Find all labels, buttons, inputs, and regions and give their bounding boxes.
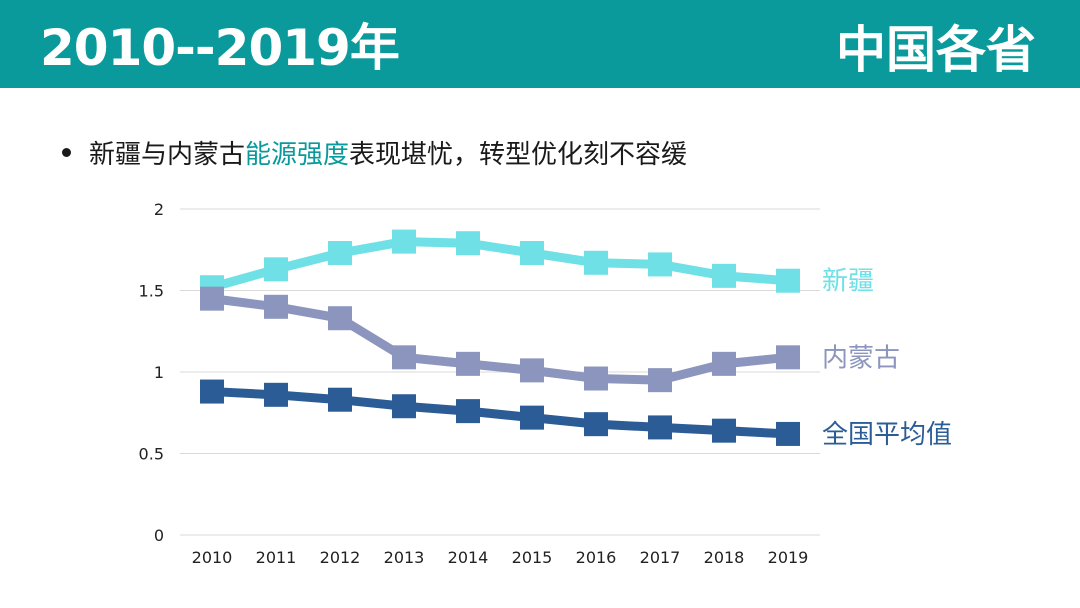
data-point [648, 368, 672, 393]
x-tick-label: 2013 [384, 548, 425, 567]
data-point [392, 229, 416, 254]
x-tick-label: 2014 [448, 548, 489, 567]
data-point [712, 351, 736, 376]
data-point [776, 345, 800, 370]
bullet-text-after: 表现堪忧，转型优化刻不容缓 [349, 140, 688, 170]
x-tick-label: 2015 [512, 548, 553, 567]
bullet-icon [62, 148, 71, 157]
y-tick-label: 1 [154, 363, 164, 382]
data-point [648, 415, 672, 440]
data-point [264, 294, 288, 319]
data-point [520, 405, 544, 430]
data-point [776, 268, 800, 293]
y-tick-label: 1.5 [139, 282, 164, 301]
x-tick-label: 2016 [576, 548, 617, 567]
x-tick-label: 2018 [704, 548, 745, 567]
header-bar: 2010--2019年 中国各省 [0, 0, 1080, 88]
y-tick-label: 2 [154, 200, 164, 219]
data-point [712, 418, 736, 443]
data-point [392, 394, 416, 419]
bullet-text-before: 新疆与内蒙古 [89, 140, 246, 170]
series-label: 全国平均值 [822, 420, 952, 450]
data-point [264, 257, 288, 282]
data-point [328, 241, 352, 266]
data-point [520, 358, 544, 383]
data-point [584, 412, 608, 437]
data-point [328, 387, 352, 412]
data-point [712, 263, 736, 288]
data-point [456, 231, 480, 256]
data-point [648, 252, 672, 277]
x-tick-label: 2012 [320, 548, 361, 567]
series-label: 内蒙古 [822, 343, 900, 373]
data-point [776, 421, 800, 446]
data-point [264, 382, 288, 407]
series-label: 新疆 [822, 267, 874, 297]
series-line [211, 387, 789, 439]
data-point [584, 250, 608, 275]
y-tick-label: 0.5 [139, 445, 164, 464]
x-tick-label: 2011 [256, 548, 297, 567]
data-point [200, 286, 224, 311]
page-subtitle: 中国各省 [836, 21, 1036, 79]
data-point [456, 399, 480, 424]
bullet-point: 新疆与内蒙古能源强度表现堪忧，转型优化刻不容缓 [62, 134, 687, 171]
data-point [328, 306, 352, 331]
x-tick-label: 2019 [768, 548, 809, 567]
bullet-highlight: 能源强度 [245, 140, 350, 170]
data-point [520, 241, 544, 266]
x-tick-label: 2010 [192, 548, 233, 567]
series-line [211, 294, 789, 385]
series-line [210, 237, 789, 292]
data-point [200, 379, 224, 404]
data-point [584, 366, 608, 391]
page-title: 2010--2019年 [40, 19, 400, 77]
data-point [392, 345, 416, 370]
y-tick-label: 0 [154, 526, 164, 545]
data-point [456, 351, 480, 376]
x-tick-label: 2017 [640, 548, 681, 567]
